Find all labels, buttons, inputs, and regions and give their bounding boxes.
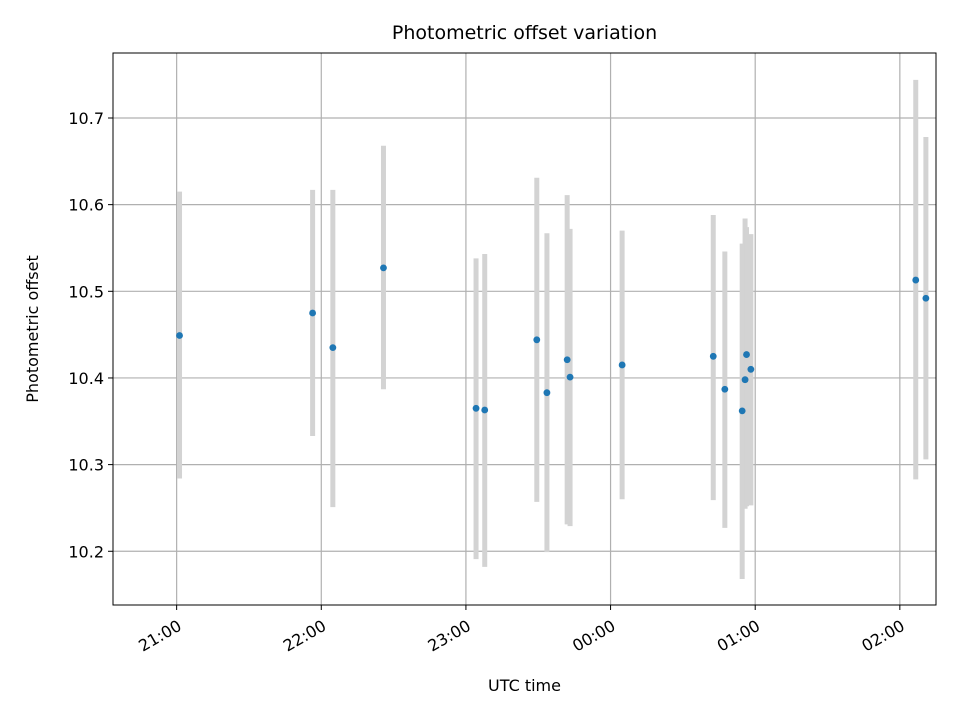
data-point — [747, 365, 755, 373]
chart-title: Photometric offset variation — [392, 22, 657, 44]
data-point — [563, 356, 571, 364]
data-point — [922, 294, 930, 302]
data-point — [309, 309, 317, 317]
data-point — [912, 276, 920, 284]
y-tick-label: 10.5 — [68, 282, 104, 301]
y-tick-label: 10.3 — [68, 456, 104, 475]
x-axis-label: UTC time — [488, 676, 561, 695]
data-point — [566, 373, 574, 381]
grid-lines — [113, 53, 936, 605]
y-axis-ticks: 10.2 10.3 10.4 10.5 10.6 10.7 — [68, 109, 113, 561]
data-point — [721, 385, 729, 393]
y-tick-label: 10.7 — [68, 109, 104, 128]
data-point — [481, 406, 489, 414]
data-point — [380, 264, 387, 272]
data-point — [533, 336, 541, 344]
y-tick-label: 10.2 — [68, 542, 104, 561]
data-point — [176, 332, 183, 339]
data-point — [743, 351, 750, 358]
data-point — [543, 389, 551, 397]
data-point — [618, 361, 626, 369]
data-point — [472, 404, 480, 412]
y-tick-label: 10.4 — [68, 369, 104, 388]
y-tick-label: 10.6 — [68, 196, 104, 215]
data-point — [741, 376, 749, 384]
plot-frame — [112, 52, 937, 606]
data-points — [176, 264, 930, 415]
data-point — [329, 344, 337, 352]
data-point — [738, 407, 746, 415]
data-point — [709, 352, 717, 360]
y-axis-label: Photometric offset — [23, 255, 42, 403]
